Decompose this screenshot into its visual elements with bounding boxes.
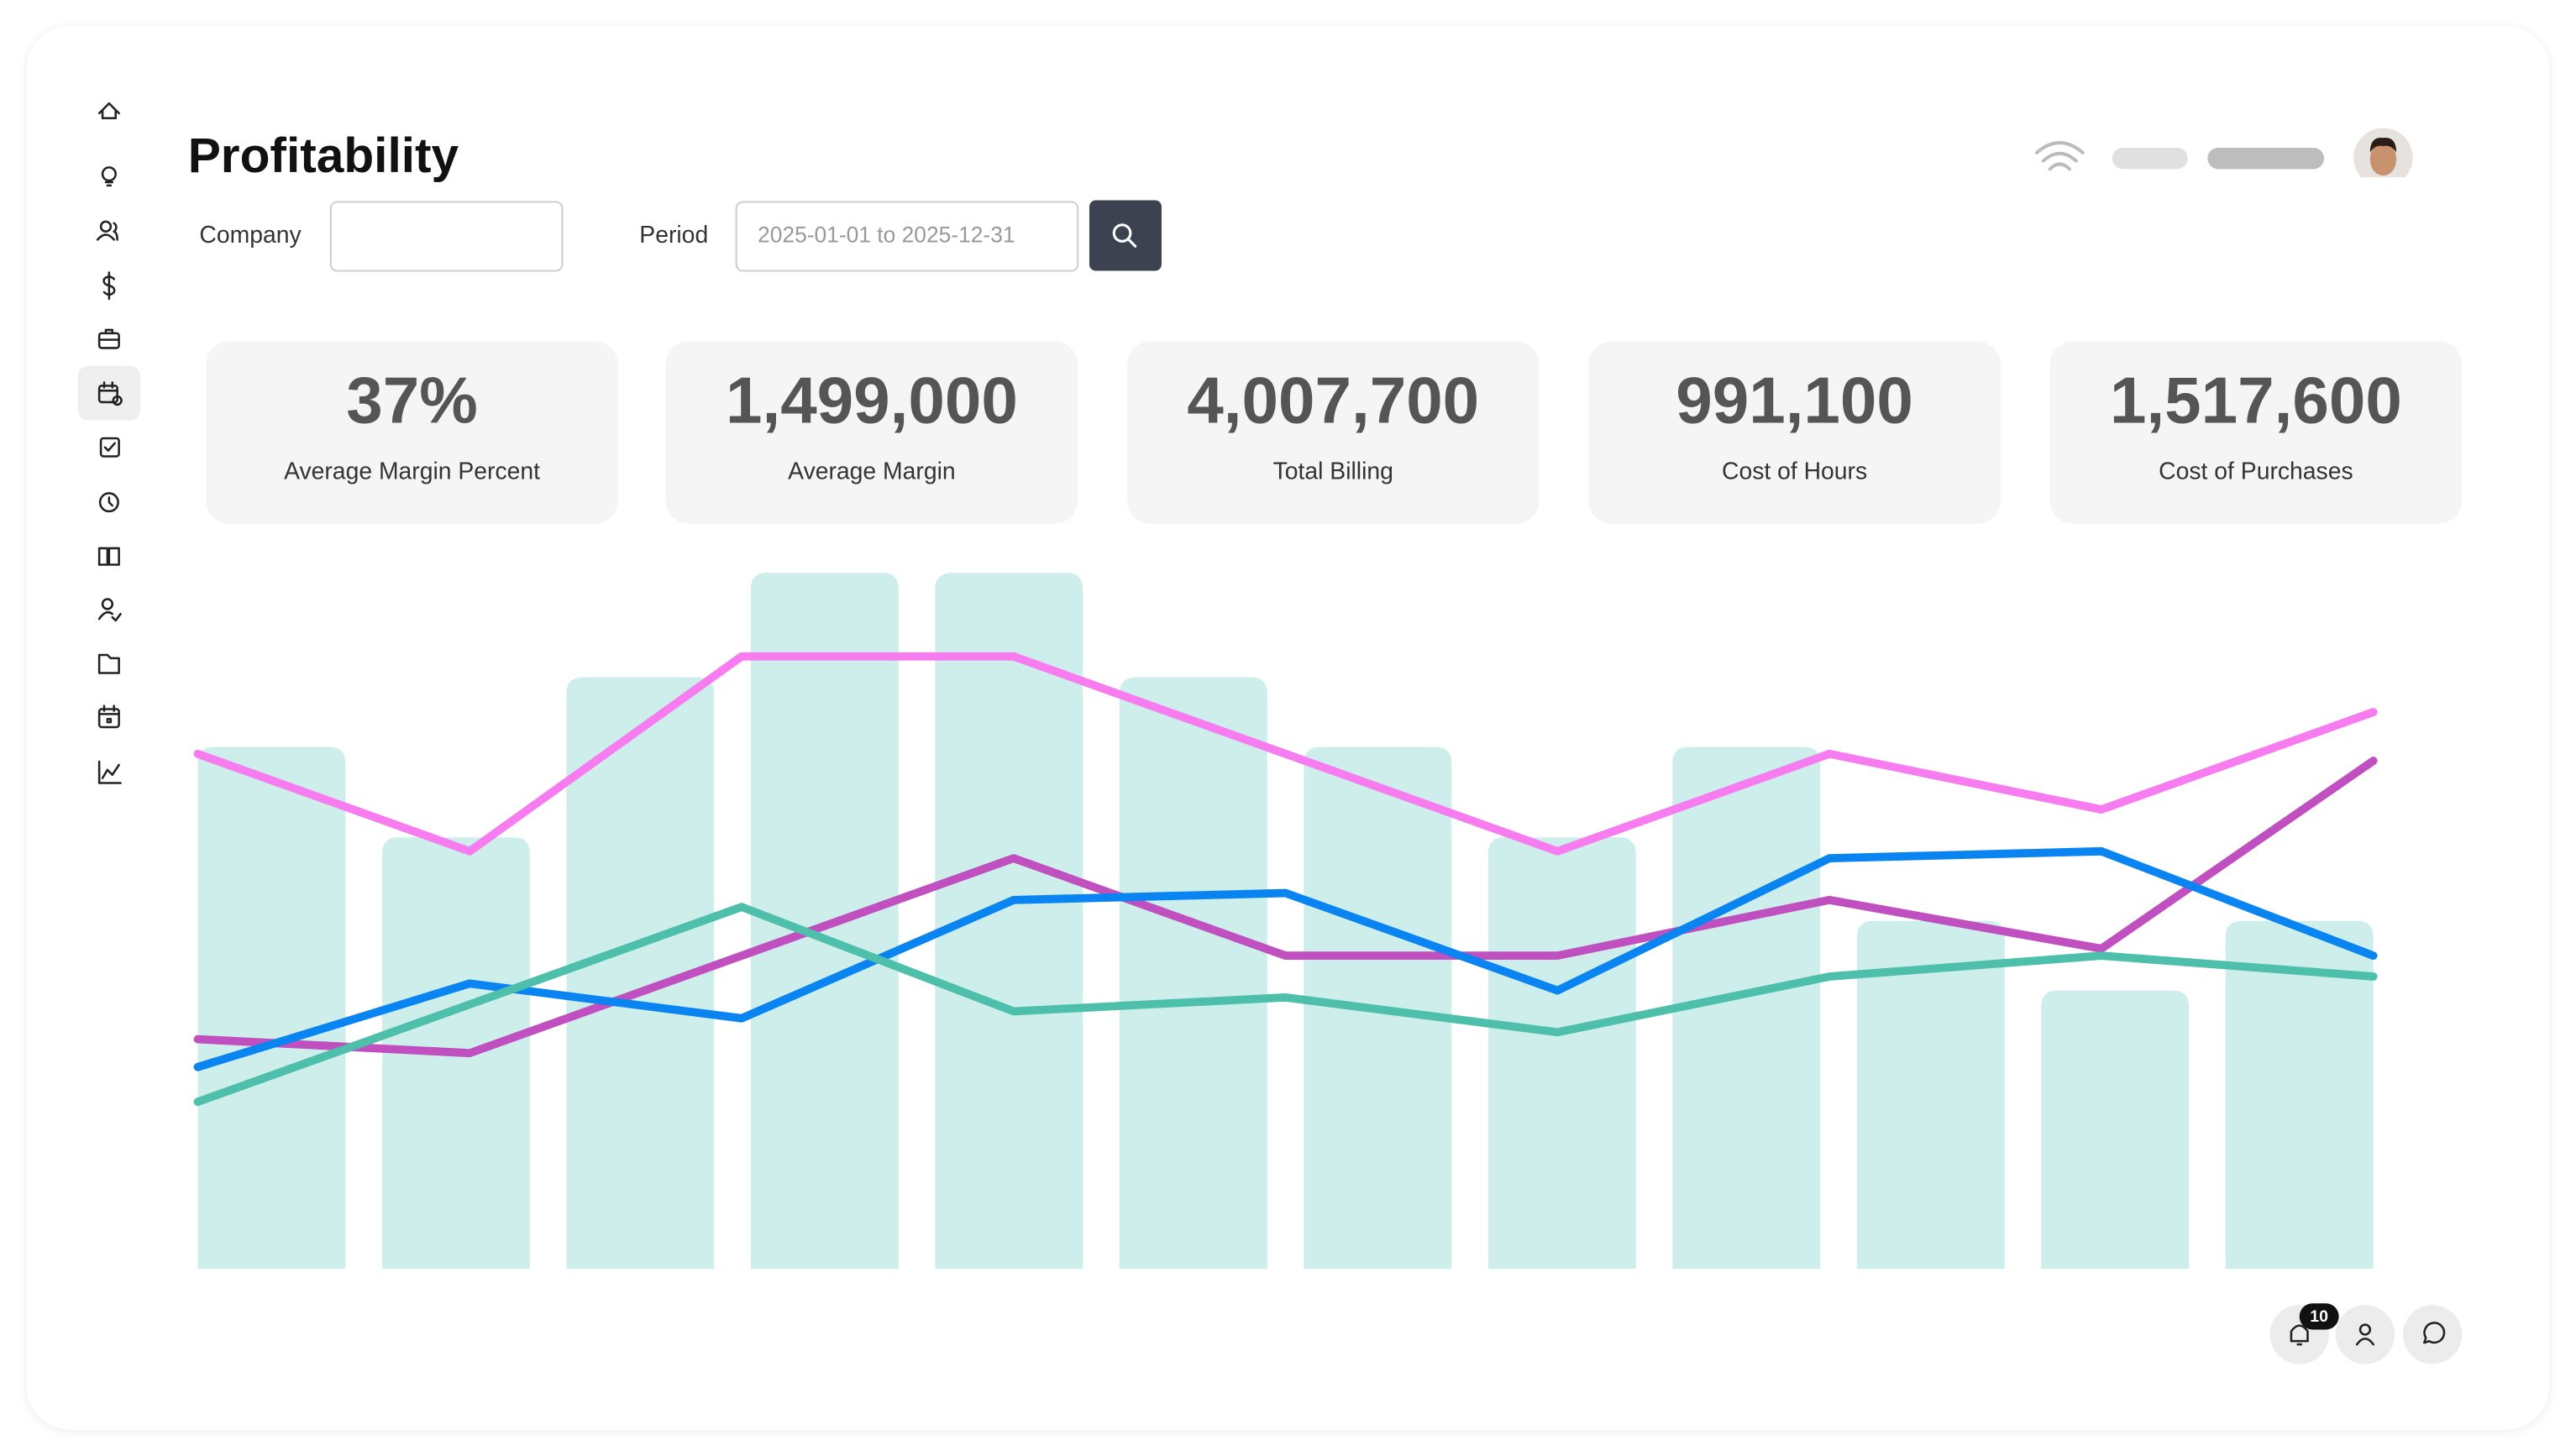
kpi-label: Cost of Hours [1722,458,1867,484]
notifications-button[interactable]: 10 [2269,1303,2339,1364]
period-input[interactable] [735,201,1079,272]
nav-reports[interactable] [97,760,122,784]
chat-icon [2423,1322,2446,1344]
kpi-value: 991,100 [1676,364,1913,437]
sidebar-selected [77,365,141,421]
nav-finance[interactable] [102,271,116,301]
line-series [193,757,2378,1058]
search-icon-handle [1127,238,1137,248]
nav-folder[interactable] [97,653,120,674]
kpi-label: Average Margin Percent [284,458,540,484]
kpi-label: Cost of Purchases [2159,458,2353,484]
sidebar [77,102,141,784]
kpi-value: 1,517,600 [2110,364,2402,437]
kpi-card-bg [1588,341,2001,524]
nav-ideas[interactable] [101,166,117,187]
avatar-face [2369,143,2397,176]
avatar-hair [2369,138,2397,153]
search-button-bg[interactable] [1089,200,1162,271]
kpi-label: Average Margin [788,458,955,484]
kpi-value: 4,007,700 [1187,364,1479,437]
kpi-card-bg [206,341,618,524]
status-pill [2207,147,2325,170]
period-placeholder: 2025-01-01 to 2025-12-31 [758,222,1015,247]
company-input[interactable] [329,201,564,272]
kpi-card: 1,499,000 Average Margin [665,341,1078,524]
kpi-value: 1,499,000 [726,364,1018,437]
bar [1119,677,1267,1270]
user-icon-body [2355,1337,2374,1346]
period-label: Period [639,222,708,249]
nav-docs[interactable] [97,547,120,566]
user-icon [2358,1323,2372,1336]
bar [566,677,715,1270]
bar [2041,990,2190,1270]
kpi-card: 4,007,700 Total Billing [1126,341,1540,524]
kpi-card: 1,517,600 Cost of Purchases [2049,341,2463,524]
bar [1487,837,1636,1270]
nav-calendar[interactable] [97,381,123,406]
avatar-shirt [2353,177,2413,187]
kpi-card: 991,100 Cost of Hours [1588,341,2001,524]
badge [2299,1303,2339,1330]
chat-bg[interactable] [2402,1305,2463,1364]
line-series [193,903,2378,1107]
nav-profile[interactable] [97,598,122,622]
kpi-card-bg [2049,341,2463,524]
bar [1856,920,2005,1270]
company-label: Company [199,222,302,249]
nav-tasks[interactable] [99,437,120,458]
contacts-button[interactable] [2335,1305,2395,1364]
kpi-value: 37% [346,364,477,437]
line-series [193,846,2378,1071]
kpi-card-bg [665,341,1078,524]
page-title: Profitability [188,128,459,183]
nav-people[interactable] [96,220,118,241]
chat-button[interactable] [2402,1305,2463,1364]
nav-home[interactable] [97,102,120,120]
kpi-label: Total Billing [1273,458,1393,484]
status-pill [2112,147,2188,170]
chart [193,573,2378,1270]
bar [750,573,899,1270]
bar [935,573,1083,1270]
wifi-icon [2034,141,2085,171]
bell-icon [2290,1324,2309,1346]
line-series [193,652,2378,856]
kpi-card-bg [1126,341,1540,524]
user-avatar[interactable] [2353,128,2413,193]
kpi-card: 37% Average Margin Percent [206,341,618,524]
bar [2225,920,2374,1270]
search-button[interactable] [1089,200,1162,271]
nav-schedule[interactable] [97,704,120,729]
search-icon [1112,223,1132,243]
badge-count: 10 [2310,1307,2328,1326]
bar [197,746,346,1270]
nav-time[interactable] [98,492,119,513]
nav-work[interactable] [97,328,120,349]
kpi-row: 37% Average Margin Percent 1,499,000 Averag… [206,341,2463,524]
